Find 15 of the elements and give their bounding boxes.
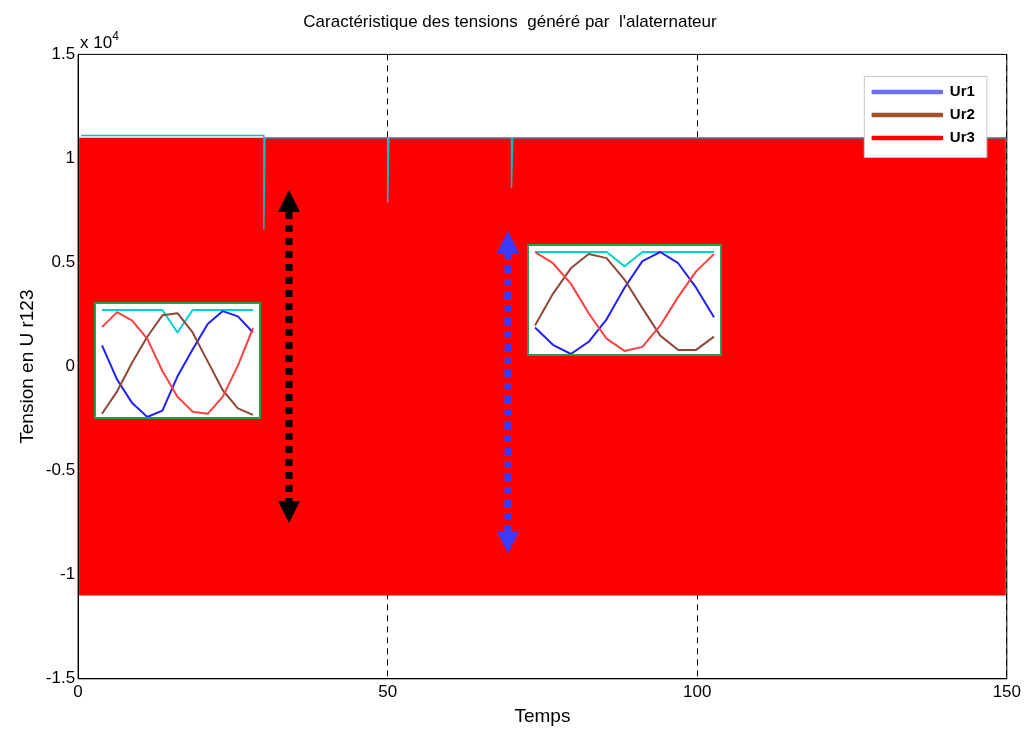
chart-title: Caractéristique des tensions généré par l'alaternateur bbox=[303, 11, 718, 31]
x-tick-label: 100 bbox=[683, 681, 712, 701]
y-axis-title: Tension en U r123 bbox=[15, 289, 37, 444]
x-tick-label: 50 bbox=[378, 681, 398, 701]
y-tick-label: 0.5 bbox=[51, 252, 76, 272]
y-tick-label: 1 bbox=[65, 148, 76, 168]
y-tick-label: 1.5 bbox=[51, 44, 76, 64]
legend-label: Ur3 bbox=[949, 128, 975, 146]
y-tick-label: -1 bbox=[59, 564, 76, 584]
x-tick-label: 150 bbox=[992, 681, 1022, 701]
y-tick-label: -0.5 bbox=[45, 460, 76, 480]
y-tick-label: 0 bbox=[65, 356, 76, 376]
x-axis-title: Temps bbox=[514, 704, 571, 726]
legend-label: Ur2 bbox=[949, 105, 975, 123]
legend-label: Ur1 bbox=[949, 82, 975, 100]
